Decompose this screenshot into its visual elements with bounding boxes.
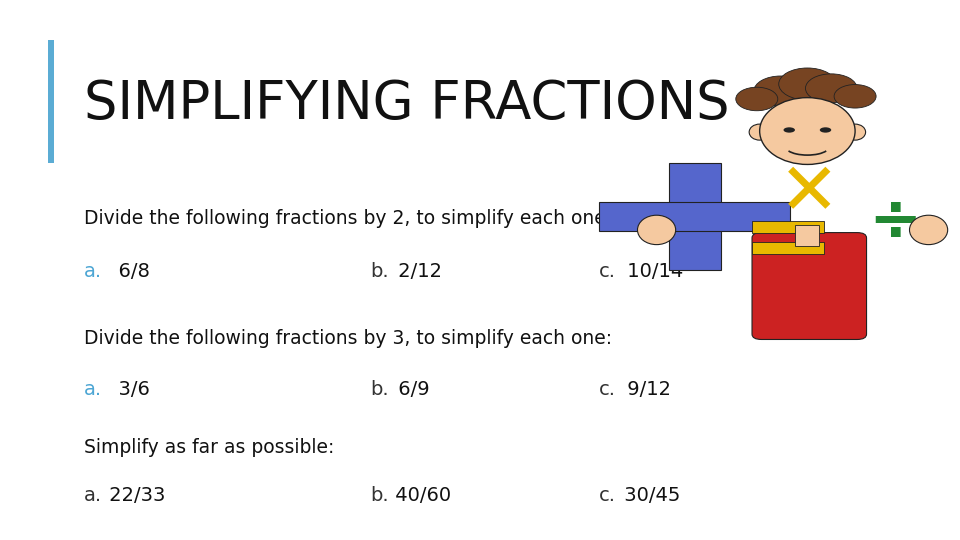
- FancyBboxPatch shape: [752, 242, 824, 254]
- Text: a.: a.: [84, 262, 102, 281]
- Text: ✕: ✕: [779, 161, 840, 230]
- Circle shape: [805, 74, 857, 103]
- Text: Divide the following fractions by 3, to simplify each one:: Divide the following fractions by 3, to …: [84, 329, 612, 348]
- Ellipse shape: [749, 124, 770, 140]
- Circle shape: [834, 85, 876, 108]
- Ellipse shape: [759, 98, 855, 165]
- Ellipse shape: [909, 215, 948, 245]
- Ellipse shape: [820, 127, 831, 133]
- Text: 6/8: 6/8: [106, 262, 150, 281]
- FancyBboxPatch shape: [48, 40, 55, 163]
- Ellipse shape: [637, 215, 676, 245]
- Text: 9/12: 9/12: [621, 380, 671, 399]
- Text: c.: c.: [599, 380, 616, 399]
- Ellipse shape: [845, 124, 866, 140]
- FancyBboxPatch shape: [668, 163, 721, 270]
- Text: 40/60: 40/60: [390, 487, 451, 505]
- Text: 3/6: 3/6: [106, 380, 150, 399]
- Text: 30/45: 30/45: [618, 487, 681, 505]
- Text: c.: c.: [599, 487, 616, 505]
- Text: c.: c.: [599, 262, 616, 281]
- Text: 2/12: 2/12: [393, 262, 443, 281]
- FancyBboxPatch shape: [599, 202, 790, 231]
- Text: Simplify as far as possible:: Simplify as far as possible:: [84, 438, 334, 457]
- Circle shape: [754, 76, 807, 106]
- Text: SIMPLIFYING FRACTIONS: SIMPLIFYING FRACTIONS: [84, 78, 730, 130]
- FancyBboxPatch shape: [752, 233, 867, 340]
- FancyBboxPatch shape: [795, 225, 819, 246]
- Text: b.: b.: [371, 262, 389, 281]
- Ellipse shape: [783, 127, 795, 133]
- Text: a.: a.: [84, 380, 102, 399]
- Text: Divide the following fractions by 2, to simplify each one:: Divide the following fractions by 2, to …: [84, 208, 612, 227]
- Circle shape: [735, 87, 778, 111]
- Text: 22/33: 22/33: [103, 487, 165, 505]
- Circle shape: [779, 68, 836, 100]
- FancyBboxPatch shape: [752, 221, 824, 233]
- Text: ÷: ÷: [869, 191, 922, 253]
- Text: a.: a.: [84, 487, 102, 505]
- Text: 10/14: 10/14: [621, 262, 684, 281]
- Text: b.: b.: [371, 380, 389, 399]
- Text: b.: b.: [371, 487, 389, 505]
- Text: 6/9: 6/9: [393, 380, 430, 399]
